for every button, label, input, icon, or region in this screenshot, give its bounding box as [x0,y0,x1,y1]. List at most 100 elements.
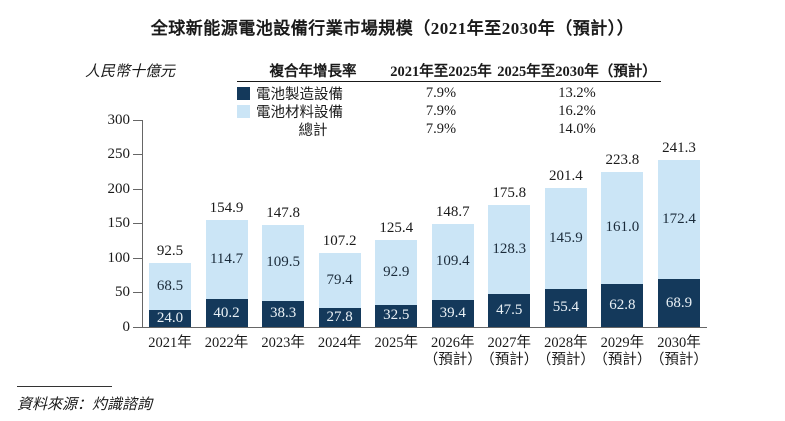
bar-segment-manufacturing: 24.0 [149,310,191,327]
source-note: 資料來源：灼識諮詢 [17,397,153,413]
materials-legend-swatch [237,104,250,118]
cagr-manufacturing-2021-2025: 7.9% [425,84,457,101]
x-axis-line [142,327,707,328]
bar-segment-materials: 161.0 [601,172,644,284]
cagr-header-2021-2025: 2021年至2025年 [390,64,492,80]
bar-segment-manufacturing: 38.3 [262,300,305,327]
bar-segment-materials: 172.4 [657,160,700,280]
total-value-label: 223.8 [605,152,640,169]
bar-segment-materials: 128.3 [488,205,531,295]
bar-segment-manufacturing: 32.5 [375,304,418,327]
materials-value-label: 109.5 [266,254,300,271]
materials-value-label: 68.5 [156,278,184,295]
x-axis-forecast-note: （預計） [536,352,595,368]
y-axis-tick-label: 200 [107,180,131,197]
bar-segment-manufacturing: 68.9 [657,279,700,327]
y-axis-tick-label: 100 [107,249,131,266]
bar-segment-materials: 109.4 [431,224,474,300]
cagr-total-2021-2025: 7.9% [425,120,457,137]
manufacturing-value-label: 62.8 [609,296,636,313]
x-axis-category-label: 2026年 （預計） [422,335,484,369]
x-axis-category-label: 2025年 [365,335,427,352]
total-value-label: 154.9 [209,199,244,216]
x-axis-category-label: 2024年 [309,335,371,352]
x-axis-category-label: 2029年 （預計） [591,335,653,369]
cagr-table-divider [237,81,661,82]
x-axis-category-label: 2021年 [139,335,201,352]
y-axis-tick-label: 250 [107,146,131,163]
manufacturing-value-label: 55.4 [552,299,579,316]
manufacturing-value-label: 24.0 [156,310,184,327]
y-axis-tick [133,188,142,190]
total-value-label: 147.8 [266,204,300,221]
x-axis-year: 2029年 [600,335,645,351]
bar-segment-materials: 92.9 [375,240,418,305]
manufacturing-value-label: 39.4 [439,304,466,321]
x-axis-category-label: 2027年 （預計） [478,335,540,369]
y-axis-tick [133,119,142,121]
cagr-manufacturing-2025-2030: 13.2% [558,84,596,101]
x-axis-year: 2023年 [261,335,305,351]
x-axis-year: 2026年 [431,335,475,351]
chart-title: 全球新能源電池設備行業市場規模（2021年至2030年（預計）） [150,19,635,38]
total-value-label: 201.4 [548,167,583,184]
materials-value-label: 109.4 [435,253,470,270]
legend-label-materials: 電池材料設備 [256,104,343,121]
legend-label-total: 總計 [298,122,328,139]
manufacturing-value-label: 32.5 [383,307,410,324]
bar-segment-manufacturing: 39.4 [431,299,474,327]
y-axis-tick [133,292,142,294]
materials-value-label: 161.0 [605,219,640,236]
cagr-row-total: 總計 7.9% 14.0% [237,120,661,139]
materials-value-label: 79.4 [326,271,353,288]
bar-segment-materials: 68.5 [149,263,191,311]
total-value-label: 241.3 [662,140,696,157]
x-axis-year: 2024年 [317,335,362,351]
materials-value-label: 128.3 [492,241,527,258]
cagr-materials-2021-2025: 7.9% [425,102,457,119]
x-axis-year: 2027年 [487,335,532,351]
materials-value-label: 92.9 [383,263,410,280]
y-axis-tick-label: 150 [107,215,131,232]
materials-value-label: 145.9 [548,229,583,246]
cagr-legend-table: 複合年增長率 2021年至2025年 2025年至2030年（預計） 電池製造設… [237,61,661,139]
y-axis-tick [133,257,142,259]
x-axis-year: 2022年 [204,335,249,351]
y-axis-line [142,119,143,327]
cagr-header-metric: 複合年增長率 [269,64,357,80]
manufacturing-legend-swatch [237,86,250,100]
legend-label-manufacturing: 電池製造設備 [256,86,343,103]
x-axis-year: 2025年 [374,335,418,351]
cagr-total-2025-2030: 14.0% [558,120,596,137]
y-axis-unit-label: 人民幣十億元 [85,64,176,80]
x-axis-year: 2021年 [148,335,192,351]
x-axis-forecast-note: （預計） [480,352,539,368]
y-axis-tick [133,223,142,225]
bar-segment-manufacturing: 62.8 [601,283,644,327]
manufacturing-value-label: 47.5 [496,302,523,319]
cagr-header-2025-2030: 2025年至2030年（預計） [497,64,657,80]
y-axis-tick-label: 300 [107,111,131,128]
bar-segment-materials: 109.5 [262,224,305,301]
manufacturing-value-label: 40.2 [213,304,240,321]
manufacturing-value-label: 27.8 [326,308,353,325]
y-axis-tick-label: 0 [122,319,131,335]
total-value-label: 125.4 [379,220,414,237]
x-axis-forecast-note: （預計） [423,352,482,368]
cagr-row-manufacturing: 電池製造設備 7.9% 13.2% [237,84,661,103]
manufacturing-value-label: 38.3 [269,305,297,322]
x-axis-category-label: 2023年 [252,335,314,352]
x-axis-category-label: 2028年 （預計） [535,335,597,369]
bar-segment-materials: 145.9 [544,187,587,289]
y-axis-tick [133,327,142,328]
cagr-table-header: 複合年增長率 2021年至2025年 2025年至2030年（預計） [237,61,661,80]
x-axis-year: 2028年 [544,335,588,351]
x-axis-category-label: 2030年 （預計） [648,335,710,369]
bar-segment-manufacturing: 47.5 [488,294,531,327]
materials-value-label: 114.7 [209,251,244,268]
total-value-label: 148.7 [435,204,470,221]
bar-segment-materials: 114.7 [205,219,248,300]
y-axis-tick [133,154,142,156]
materials-value-label: 172.4 [662,211,696,228]
